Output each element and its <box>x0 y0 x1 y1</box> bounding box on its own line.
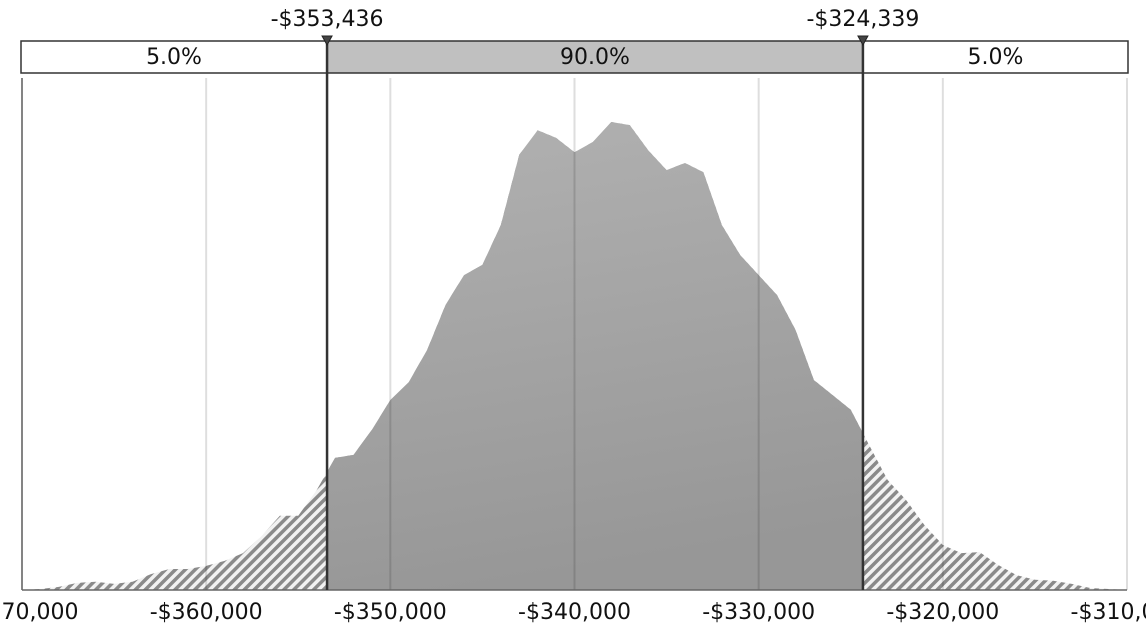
percentile-label: -$353,436 <box>271 7 384 32</box>
band-label: 5.0% <box>146 45 202 70</box>
band-box <box>20 40 328 74</box>
percentile-label: -$324,339 <box>806 7 919 32</box>
x-tick-label: -$310,000 <box>1071 600 1146 625</box>
percentile-handle <box>857 35 869 47</box>
x-tick-label: -$360,000 <box>150 600 263 625</box>
density-area-middle <box>327 122 863 590</box>
band-label: 90.0% <box>560 45 630 70</box>
x-tick-label: -$370,000 <box>0 600 78 625</box>
band-label: 5.0% <box>968 45 1024 70</box>
percentile-handle <box>321 35 333 47</box>
x-tick-label: -$340,000 <box>518 600 631 625</box>
x-tick-label: -$320,000 <box>886 600 999 625</box>
x-tick-label: -$330,000 <box>702 600 815 625</box>
band-box <box>326 40 864 74</box>
x-tick-label: -$350,000 <box>334 600 447 625</box>
